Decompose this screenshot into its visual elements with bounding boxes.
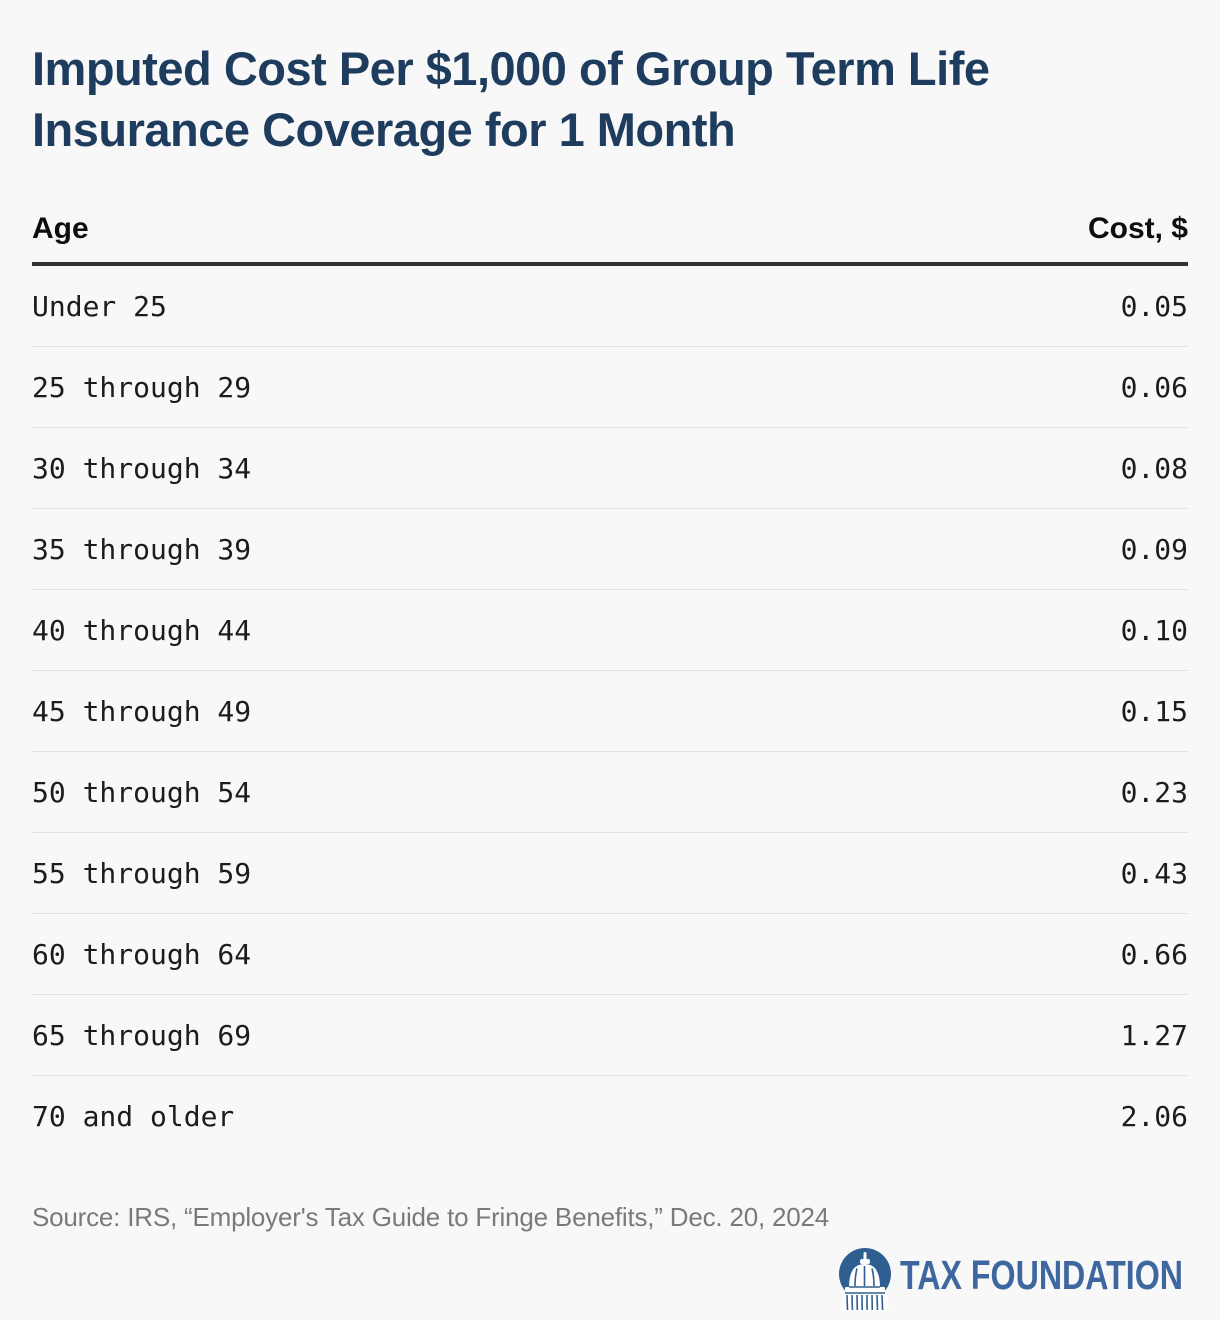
- cost-cell: 2.06: [1120, 1099, 1188, 1133]
- table-row: 60 through 64 0.66: [32, 914, 1188, 995]
- cost-cell: 1.27: [1120, 1018, 1188, 1052]
- age-cell: 35 through 39: [32, 532, 252, 566]
- cost-cell: 0.43: [1120, 856, 1188, 890]
- cost-cell: 0.05: [1120, 289, 1188, 323]
- age-cell: 60 through 64: [32, 937, 252, 971]
- source-note: Source: IRS, “Employer's Tax Guide to Fr…: [32, 1202, 830, 1232]
- age-cell: 40 through 44: [32, 613, 252, 647]
- age-cell: Under 25: [32, 289, 167, 323]
- cost-cell: 0.15: [1120, 694, 1188, 728]
- cost-cell: 0.09: [1120, 532, 1188, 566]
- age-cell: 55 through 59: [32, 856, 252, 890]
- table-row: 30 through 34 0.08: [32, 428, 1188, 509]
- logo-wordmark: TAX FOUNDATION: [900, 1252, 1183, 1298]
- table-header: Age Cost, $: [32, 212, 1188, 266]
- cost-cell: 0.08: [1120, 451, 1188, 485]
- cost-cell: 0.66: [1120, 937, 1188, 971]
- age-cell: 70 and older: [32, 1099, 235, 1133]
- logo-container: TAX FOUNDATION: [32, 1247, 1188, 1317]
- cost-column-header: Cost, $: [1087, 212, 1188, 245]
- age-column-header: Age: [32, 212, 89, 245]
- age-cell: 30 through 34: [32, 451, 252, 485]
- table-row: 50 through 54 0.23: [32, 752, 1188, 833]
- table-row: 45 through 49 0.15: [32, 671, 1188, 752]
- age-cell: 45 through 49: [32, 694, 252, 728]
- cost-cell: 0.06: [1120, 370, 1188, 404]
- age-cell: 50 through 54: [32, 775, 252, 809]
- table-row: Under 25 0.05: [32, 266, 1188, 347]
- table-row: 55 through 59 0.43: [32, 833, 1188, 914]
- table-row: 25 through 29 0.06: [32, 347, 1188, 428]
- cost-cell: 0.10: [1120, 613, 1188, 647]
- age-cell: 65 through 69: [32, 1018, 252, 1052]
- table-body: Under 25 0.05 25 through 29 0.06 30 thro…: [32, 266, 1188, 1156]
- age-cell: 25 through 29: [32, 370, 252, 404]
- page-title: Imputed Cost Per $1,000 of Group Term Li…: [32, 42, 990, 156]
- table-row: 65 through 69 1.27: [32, 995, 1188, 1076]
- table-row: 40 through 44 0.10: [32, 590, 1188, 671]
- capitol-dome-icon: [839, 1248, 891, 1311]
- table-row: 70 and older 2.06: [32, 1076, 1188, 1156]
- tax-foundation-logo: TAX FOUNDATION: [839, 1248, 1183, 1311]
- table-row: 35 through 39 0.09: [32, 509, 1188, 590]
- cost-cell: 0.23: [1120, 775, 1188, 809]
